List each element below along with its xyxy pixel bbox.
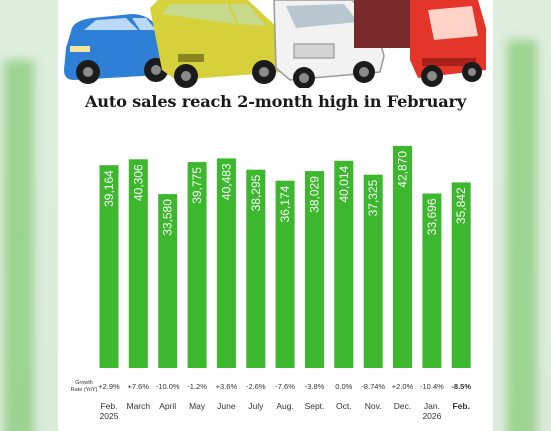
growth-rate-value: -8.74% — [361, 382, 385, 391]
labels-layer: 39,164+2.9%Feb.202540,306+7.6%March33,58… — [98, 151, 471, 421]
category-label: Feb. — [100, 401, 117, 411]
growth-rate-value: +2.0% — [392, 382, 414, 391]
blue-car-icon — [64, 14, 181, 84]
category-label: Jan. — [424, 401, 440, 411]
bar-value-label: 37,325 — [366, 179, 380, 216]
category-label: 2025 — [100, 411, 119, 421]
bar-0 — [99, 165, 119, 368]
bar-chart: 39,164+2.9%Feb.202540,306+7.6%March33,58… — [71, 146, 471, 421]
category-label: July — [248, 401, 264, 411]
category-label: Nov. — [365, 401, 382, 411]
bar-value-label: 35,842 — [454, 187, 468, 224]
bar-value-label: 33,580 — [161, 199, 175, 236]
right-blurred-background — [493, 0, 551, 431]
bar-7 — [305, 171, 324, 368]
category-label: May — [189, 401, 206, 411]
vehicles-illustration — [64, 0, 486, 88]
bar-4 — [216, 158, 236, 368]
category-label: June — [217, 401, 236, 411]
bar-5 — [246, 169, 266, 368]
bar-8 — [334, 160, 354, 368]
bar-value-label: 38,029 — [308, 176, 322, 213]
growth-rate-value: -1.2% — [187, 382, 207, 391]
category-label: Aug. — [276, 401, 294, 411]
bars-layer — [99, 146, 471, 368]
bar-6 — [275, 180, 295, 368]
category-label: April — [159, 401, 176, 411]
growth-rate-label-line-2: Rate (YoY) — [71, 387, 98, 393]
bar-value-label: 38,295 — [249, 174, 263, 211]
bar-12 — [451, 182, 471, 368]
bar-3 — [187, 162, 207, 368]
bar-value-label: 36,174 — [278, 185, 292, 222]
infographic-card: Auto sales reach 2-month high in Februar… — [58, 0, 493, 431]
growth-rate-value: -10.4% — [420, 382, 444, 391]
growth-rate-value: 0.0% — [335, 382, 352, 391]
category-label: Oct. — [336, 401, 352, 411]
bar-value-label: 39,164 — [102, 170, 116, 207]
growth-rate-value: -10.0% — [156, 382, 180, 391]
growth-rate-value: -3.8% — [305, 382, 325, 391]
bar-10 — [393, 146, 412, 368]
category-label: 2026 — [422, 411, 441, 421]
axis-layer: Growth Rate (YoY) — [71, 380, 98, 393]
yellow-suv-icon — [150, 0, 288, 88]
bar-2 — [158, 194, 178, 368]
category-label: Dec. — [394, 401, 411, 411]
category-label: Feb. — [452, 401, 469, 411]
growth-rate-value: +3.6% — [216, 382, 238, 391]
bar-value-label: 40,306 — [131, 164, 145, 201]
left-blurred-background — [0, 0, 58, 431]
bar-value-label: 39,775 — [190, 167, 204, 204]
bar-value-label: 33,696 — [425, 198, 439, 235]
red-truck-icon — [354, 0, 486, 87]
bar-11 — [422, 193, 442, 368]
bar-value-label: 40,014 — [337, 165, 351, 202]
growth-rate-value: +7.6% — [128, 382, 150, 391]
bar-9 — [363, 174, 383, 368]
growth-rate-value: -7.6% — [275, 382, 295, 391]
bar-1 — [128, 159, 148, 368]
bar-value-label: 40,483 — [219, 163, 233, 200]
growth-rate-value: +2.9% — [98, 382, 120, 391]
category-label: Sept. — [305, 401, 325, 411]
category-label: March — [126, 401, 150, 411]
growth-rate-value: -8.5% — [451, 382, 471, 391]
chart-title: Auto sales reach 2-month high in Februar… — [84, 92, 467, 111]
growth-rate-value: -2.6% — [246, 382, 266, 391]
bar-value-label: 42,870 — [396, 151, 410, 188]
growth-rate-label: Growth — [75, 380, 93, 386]
